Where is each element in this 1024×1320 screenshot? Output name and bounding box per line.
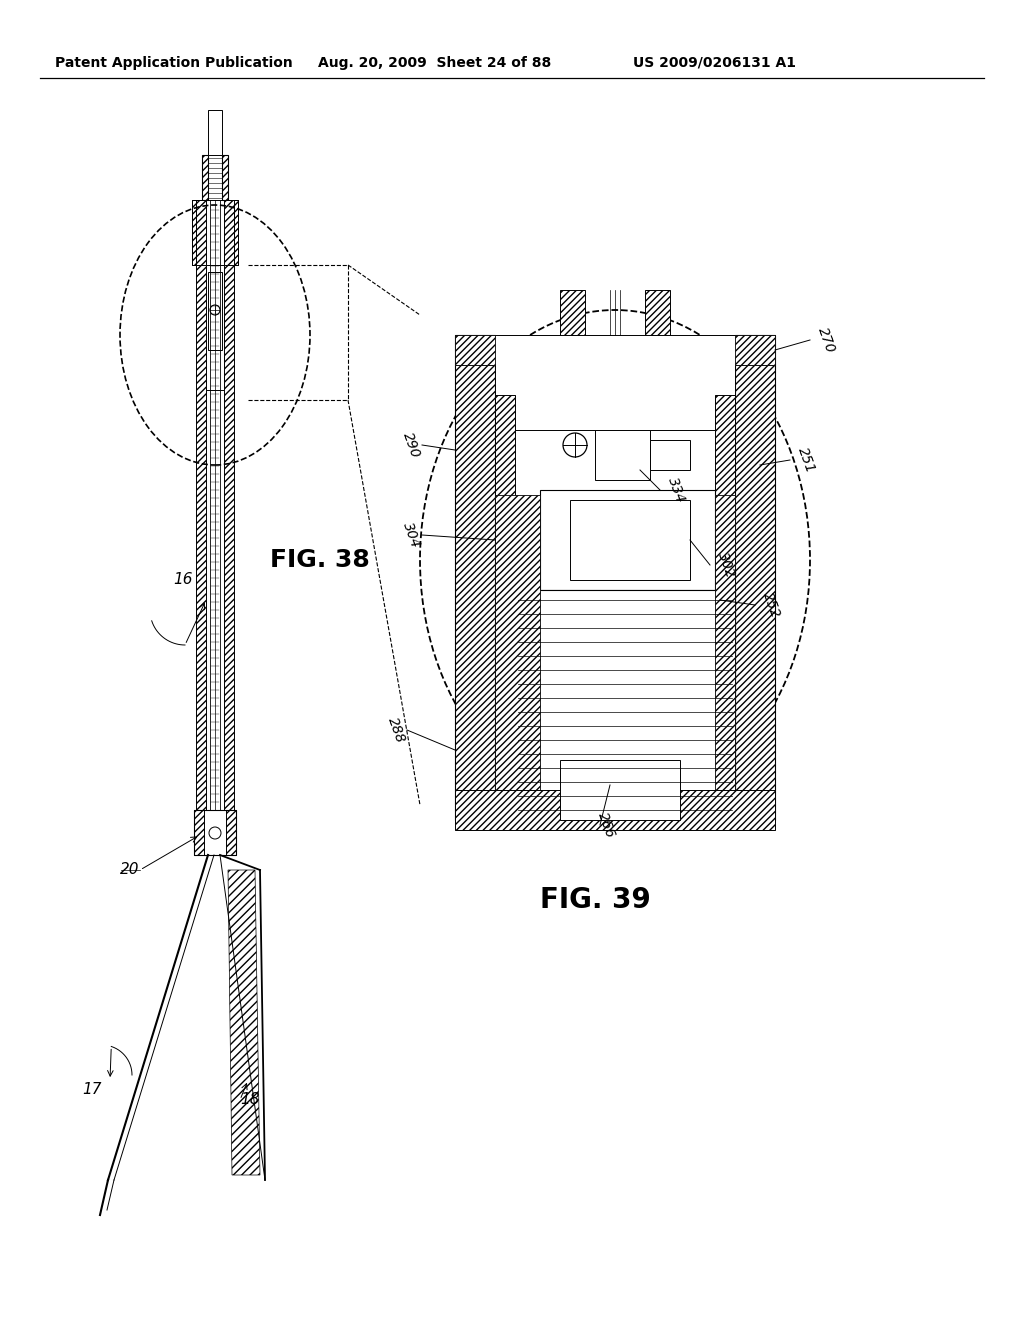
Polygon shape (455, 335, 775, 430)
Text: 18: 18 (240, 1093, 259, 1107)
Polygon shape (455, 335, 495, 820)
Polygon shape (455, 789, 775, 830)
Circle shape (210, 305, 220, 315)
Text: FIG. 38: FIG. 38 (270, 548, 370, 572)
Bar (208, 110, 222, 154)
Text: 270: 270 (815, 325, 838, 355)
Polygon shape (194, 810, 204, 855)
Text: Patent Application Publication: Patent Application Publication (55, 55, 293, 70)
Bar (650, 440, 690, 470)
Bar (206, 265, 224, 389)
Polygon shape (226, 810, 236, 855)
Polygon shape (715, 495, 735, 820)
Polygon shape (735, 335, 775, 820)
Text: 17: 17 (82, 1082, 101, 1097)
Text: 288: 288 (385, 715, 408, 744)
Bar (540, 490, 715, 590)
Text: 266: 266 (595, 810, 617, 840)
Polygon shape (222, 154, 228, 201)
Text: FIG. 39: FIG. 39 (540, 886, 650, 913)
Circle shape (563, 433, 587, 457)
Text: 304: 304 (400, 520, 422, 550)
Polygon shape (560, 290, 585, 335)
Polygon shape (645, 290, 670, 335)
Polygon shape (193, 201, 196, 265)
Text: 16: 16 (173, 573, 193, 587)
Text: 290: 290 (400, 430, 422, 459)
Text: 251: 251 (795, 445, 817, 475)
Polygon shape (202, 154, 208, 201)
Polygon shape (196, 201, 206, 810)
Polygon shape (715, 380, 735, 820)
Text: 302: 302 (715, 550, 737, 579)
Text: 20: 20 (120, 862, 139, 878)
Bar (193, 201, 238, 265)
Bar (208, 272, 222, 350)
Text: Aug. 20, 2009  Sheet 24 of 88: Aug. 20, 2009 Sheet 24 of 88 (318, 55, 551, 70)
Text: 334: 334 (665, 475, 687, 506)
Bar (194, 810, 236, 855)
Polygon shape (495, 495, 540, 820)
Bar (595, 430, 650, 480)
Polygon shape (234, 201, 238, 265)
Text: 252: 252 (760, 590, 782, 620)
Circle shape (209, 828, 221, 840)
Bar (560, 760, 680, 820)
Polygon shape (224, 201, 234, 810)
Bar (570, 500, 690, 579)
Polygon shape (228, 870, 260, 1175)
Polygon shape (455, 335, 495, 366)
Polygon shape (495, 380, 515, 820)
Text: US 2009/0206131 A1: US 2009/0206131 A1 (633, 55, 796, 70)
Bar (515, 590, 735, 820)
Polygon shape (735, 335, 775, 366)
